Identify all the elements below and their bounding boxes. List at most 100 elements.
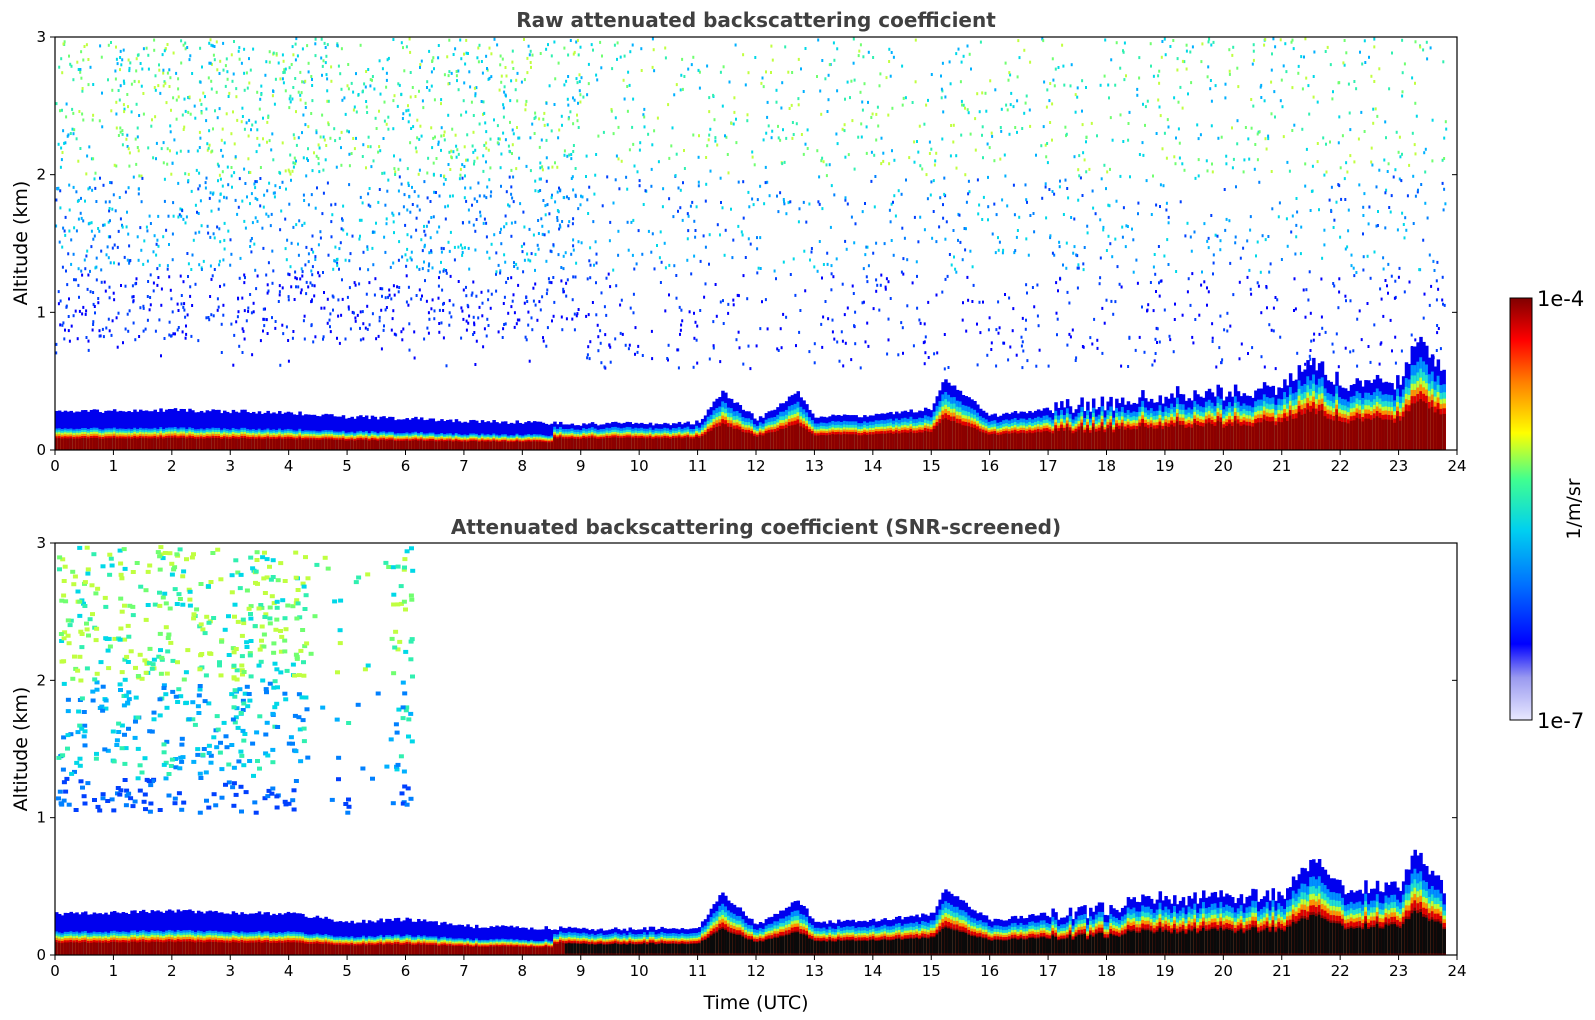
aerosol-speckle xyxy=(1007,358,1010,362)
aerosol-speckle xyxy=(1102,228,1105,232)
aerosol-speckle xyxy=(282,71,285,74)
aerosol-speckle xyxy=(225,112,228,116)
aerosol-speckle xyxy=(851,119,854,123)
boundary-layer-cell xyxy=(231,437,236,450)
aerosol-speckle xyxy=(406,247,409,251)
aerosol-speckle xyxy=(100,268,103,272)
aerosol-speckle xyxy=(68,229,71,233)
aerosol-speckle xyxy=(385,78,388,82)
aerosol-speckle xyxy=(383,235,386,239)
aerosol-speckle xyxy=(964,173,967,177)
aerosol-speckle xyxy=(516,71,519,75)
aerosol-speckle xyxy=(149,303,152,307)
aerosol-speckle xyxy=(957,212,960,216)
aerosol-speckle xyxy=(577,126,580,129)
aerosol-speckle xyxy=(325,144,328,147)
aerosol-speckle xyxy=(959,80,962,84)
aerosol-speckle xyxy=(587,212,590,215)
aerosol-speckle xyxy=(391,211,394,215)
aerosol-speckle xyxy=(674,174,677,178)
aerosol-speckle xyxy=(1249,215,1252,219)
aerosol-speckle xyxy=(291,169,294,173)
boundary-layer-cell xyxy=(457,441,462,450)
aerosol-speckle xyxy=(1008,296,1011,300)
aerosol-speckle xyxy=(210,277,213,281)
aerosol-speckle xyxy=(423,260,425,264)
aerosol-speckle xyxy=(1252,58,1255,62)
aerosol-speckle xyxy=(114,209,117,213)
aerosol-speckle xyxy=(62,321,65,325)
aerosol-speckle xyxy=(64,328,66,332)
aerosol-speckle xyxy=(576,312,579,316)
aerosol-speckle xyxy=(527,258,530,262)
aerosol-speckle xyxy=(1036,314,1039,318)
aerosol-speckle xyxy=(943,192,946,196)
aerosol-speckle xyxy=(1203,222,1206,226)
aerosol-speckle xyxy=(1280,78,1283,82)
aerosol-speckle xyxy=(385,222,388,226)
boundary-layer-cell xyxy=(225,438,230,450)
aerosol-speckle xyxy=(111,88,114,92)
aerosol-speckle xyxy=(303,314,306,318)
aerosol-speckle xyxy=(1024,327,1027,331)
aerosol-speckle xyxy=(180,61,183,65)
aerosol-speckle xyxy=(744,83,747,87)
aerosol-speckle xyxy=(409,256,412,260)
boundary-layer-cell xyxy=(596,438,601,450)
aerosol-speckle xyxy=(398,175,401,179)
aerosol-speckle xyxy=(455,70,458,73)
aerosol-speckle xyxy=(463,165,466,168)
boundary-layer-cell xyxy=(411,440,415,450)
aerosol-speckle xyxy=(821,156,824,160)
aerosol-speckle xyxy=(294,58,297,62)
aerosol-speckle xyxy=(334,259,337,263)
aerosol-speckle xyxy=(160,287,163,291)
aerosol-speckle xyxy=(192,238,195,242)
aerosol-speckle xyxy=(1046,88,1049,92)
aerosol-speckle xyxy=(691,200,694,204)
boundary-layer-cell xyxy=(527,441,531,450)
aerosol-speckle xyxy=(295,223,298,227)
aerosol-speckle xyxy=(273,195,276,199)
aerosol-speckle xyxy=(287,295,290,299)
aerosol-speckle xyxy=(329,312,332,316)
aerosol-speckle xyxy=(1016,99,1019,103)
aerosol-speckle xyxy=(153,38,156,42)
aerosol-speckle xyxy=(673,93,676,97)
aerosol-speckle xyxy=(423,224,425,228)
aerosol-speckle xyxy=(821,207,824,211)
aerosol-speckle xyxy=(1112,312,1115,316)
aerosol-speckle xyxy=(889,297,892,300)
aerosol-speckle xyxy=(563,196,566,200)
aerosol-speckle xyxy=(603,305,606,309)
aerosol-speckle xyxy=(586,277,589,281)
aerosol-speckle xyxy=(320,56,323,60)
aerosol-speckle xyxy=(438,322,441,325)
aerosol-speckle xyxy=(251,353,254,357)
aerosol-speckle xyxy=(1168,334,1171,338)
aerosol-speckle xyxy=(127,147,130,151)
aerosol-speckle xyxy=(571,175,574,179)
aerosol-speckle xyxy=(168,320,171,324)
aerosol-speckle xyxy=(513,311,516,315)
aerosol-speckle xyxy=(932,179,935,183)
aerosol-speckle xyxy=(1026,359,1029,363)
aerosol-speckle xyxy=(265,273,268,277)
aerosol-speckle xyxy=(554,200,557,204)
boundary-layer-cell xyxy=(454,440,459,450)
aerosol-speckle xyxy=(232,363,235,367)
aerosol-speckle xyxy=(1321,326,1324,330)
aerosol-speckle xyxy=(1206,169,1209,173)
aerosol-speckle xyxy=(791,71,794,74)
aerosol-speckle xyxy=(547,277,550,281)
aerosol-speckle xyxy=(1252,49,1255,53)
aerosol-speckle xyxy=(84,312,87,316)
aerosol-speckle xyxy=(538,117,541,121)
aerosol-speckle xyxy=(502,131,505,135)
aerosol-speckle xyxy=(190,334,193,338)
aerosol-speckle xyxy=(461,221,464,225)
aerosol-speckle xyxy=(1399,155,1402,159)
aerosol-speckle xyxy=(754,56,757,59)
aerosol-speckle xyxy=(204,181,207,185)
aerosol-speckle xyxy=(852,61,855,65)
